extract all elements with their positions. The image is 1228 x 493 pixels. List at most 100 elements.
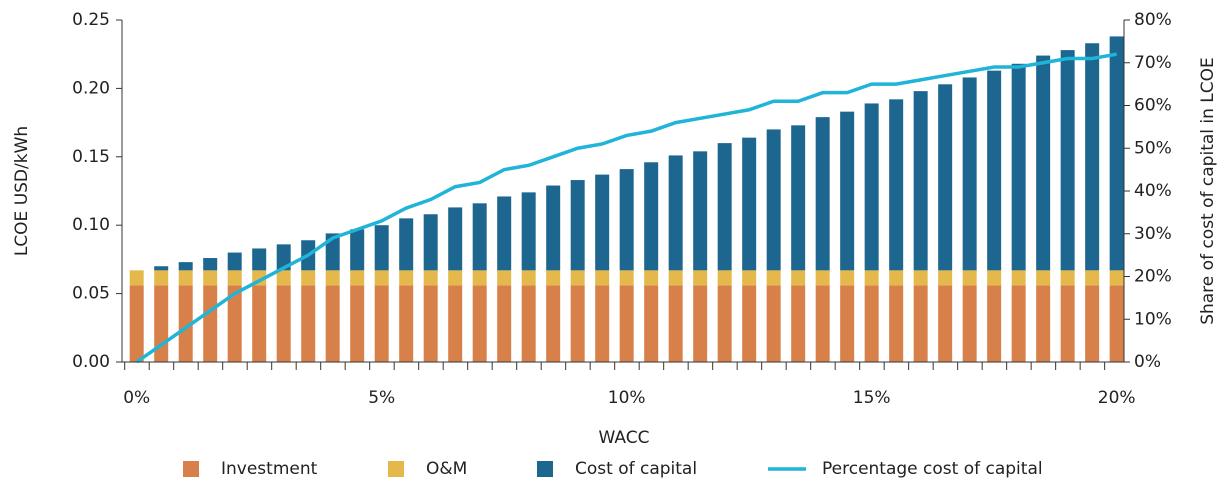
bar [668,270,683,286]
bar [472,285,487,362]
bar [766,285,781,362]
x-tick-label: 20% [1098,388,1136,408]
bar [423,270,438,286]
bar [325,270,340,286]
bar [962,77,977,271]
y-tick-label: 0.10 [72,215,110,235]
bar [154,270,169,286]
x-tick-label: 5% [368,388,395,408]
bar [840,111,855,271]
bar [913,91,928,271]
bar [791,285,806,362]
legend-label: O&M [426,459,467,479]
bar [644,270,659,286]
bar [987,285,1002,362]
bar [497,270,512,286]
bar [325,233,340,271]
bar [154,285,169,362]
y-tick-label: 0.25 [72,10,110,30]
bar [913,270,928,286]
bar [448,207,463,271]
bar [374,225,389,271]
bar [399,285,414,362]
bar [252,285,267,362]
bar [1109,36,1124,271]
bar [301,270,316,286]
legend-label: Cost of capital [575,459,697,479]
bar [717,270,732,286]
bar [227,252,242,271]
bar [1085,270,1100,286]
bar [987,70,1002,271]
bar [840,285,855,362]
bar [987,270,1002,286]
bar [693,285,708,362]
bar [399,218,414,271]
bar [668,285,683,362]
bar [595,270,610,286]
bar [1036,285,1051,362]
bar [595,285,610,362]
bar [1085,43,1100,271]
bar [154,266,169,271]
bar [766,270,781,286]
bar [350,270,365,286]
bar [815,285,830,362]
y2-tick-label: 50% [1134,138,1172,158]
bar [276,285,291,362]
bar [644,162,659,271]
bar [570,270,585,286]
bar [864,103,879,271]
bar [938,270,953,286]
bar [1011,63,1026,271]
y-axis-label: LCOE USD/kWh [12,126,32,256]
bar [374,270,389,286]
y-tick-label: 0.00 [72,352,110,372]
bar [178,262,193,271]
y2-tick-label: 0% [1134,352,1161,372]
bar [276,244,291,271]
legend-swatch [388,461,404,477]
bar [962,270,977,286]
bar [497,285,512,362]
bar [546,270,561,286]
y-tick-label: 0.05 [72,284,110,304]
bar [619,285,634,362]
bar [325,285,340,362]
bar [203,285,218,362]
bar [301,285,316,362]
bar [472,270,487,286]
bar [448,285,463,362]
legend-label: Investment [221,459,318,479]
bar [889,285,904,362]
bar [791,125,806,271]
line [135,52,1117,364]
bar [570,180,585,271]
bar [742,137,757,271]
bar [1011,270,1026,286]
bar [203,258,218,271]
bar [178,285,193,362]
legend-swatch [183,461,199,477]
bar [1109,285,1124,362]
bar [815,270,830,286]
bar [570,285,585,362]
bar [644,285,659,362]
bar [693,270,708,286]
x-tick-label: 10% [608,388,646,408]
bar [1060,285,1075,362]
bar [962,285,977,362]
legend-label: Percentage cost of capital [822,459,1043,479]
bar [1036,270,1051,286]
bar [276,270,291,286]
bar [472,203,487,271]
bar [938,285,953,362]
bar [913,285,928,362]
bar [742,270,757,286]
bar [448,270,463,286]
bar [668,155,683,271]
bar [129,270,144,286]
bar [227,285,242,362]
bar [766,129,781,271]
